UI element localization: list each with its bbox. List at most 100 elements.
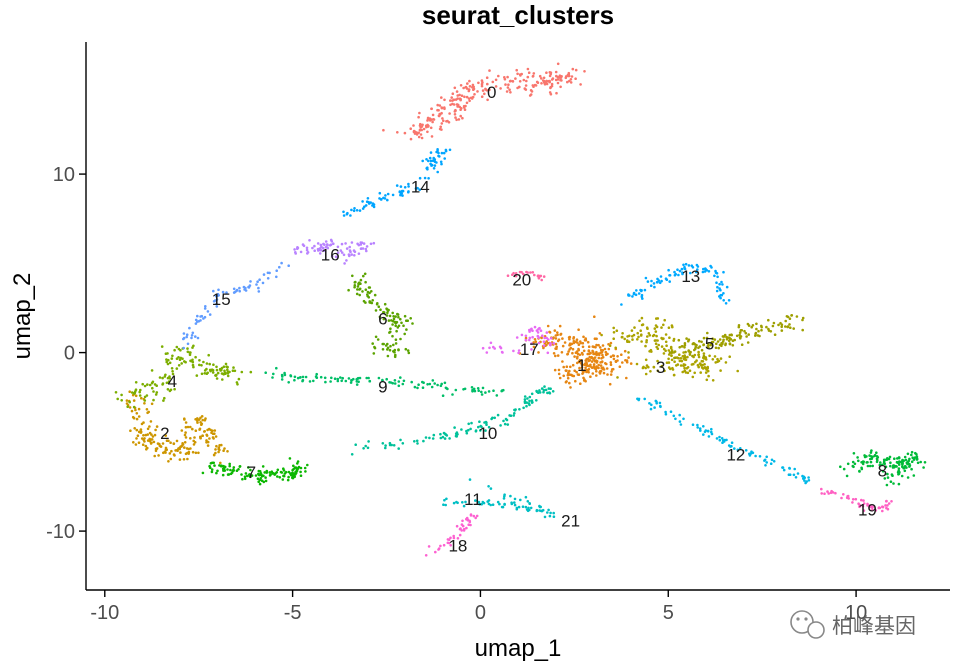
cell-point — [177, 364, 181, 367]
cell-point — [282, 467, 285, 471]
cell-point — [504, 83, 507, 86]
x-tick-label: 10 — [845, 602, 867, 624]
cell-point — [498, 345, 502, 349]
cell-point — [547, 508, 550, 512]
cell-point — [538, 275, 541, 279]
cell-point — [548, 331, 552, 334]
cell-point — [710, 340, 714, 344]
cell-point — [407, 351, 411, 355]
cell-point — [503, 77, 507, 81]
cell-point — [410, 380, 414, 384]
cell-point — [273, 473, 277, 476]
cell-point — [547, 387, 551, 390]
cell-point — [399, 438, 402, 442]
cell-point — [537, 341, 541, 345]
cell-point — [294, 466, 298, 470]
cell-point — [424, 436, 428, 439]
cell-point — [689, 271, 692, 275]
cell-point — [369, 242, 373, 246]
cell-point — [264, 371, 268, 375]
cell-point — [452, 536, 456, 540]
cell-point — [436, 170, 440, 174]
cell-point — [702, 336, 706, 340]
cell-point — [529, 271, 532, 274]
cell-point — [564, 75, 568, 78]
cell-point — [695, 270, 698, 274]
cell-point — [513, 408, 516, 412]
cell-point — [853, 462, 857, 466]
cell-point — [388, 331, 391, 334]
cell-point — [150, 381, 154, 385]
cell-point — [736, 369, 739, 373]
cell-point — [211, 371, 215, 374]
cell-point — [801, 328, 804, 332]
cell-point — [224, 371, 227, 375]
cell-point — [212, 300, 216, 303]
cell-point — [587, 345, 591, 349]
x-tick-label: -10 — [90, 602, 119, 624]
cluster-5-points — [668, 314, 805, 360]
cell-point — [548, 74, 552, 78]
cell-point — [906, 452, 910, 456]
cell-point — [679, 423, 683, 426]
cell-point — [645, 340, 648, 344]
cell-point — [189, 351, 192, 354]
cell-point — [491, 80, 495, 84]
cell-point — [503, 502, 506, 506]
cell-point — [193, 436, 196, 439]
cell-point — [697, 350, 700, 354]
cell-point — [908, 457, 911, 461]
cell-point — [306, 251, 310, 254]
cell-point — [444, 149, 448, 153]
cell-point — [374, 335, 378, 339]
cell-point — [556, 62, 560, 66]
cluster-label-14: 14 — [411, 178, 430, 197]
cell-point — [138, 394, 142, 397]
cell-point — [171, 372, 175, 376]
cell-point — [912, 458, 916, 461]
cell-point — [640, 316, 644, 320]
cell-point — [702, 267, 705, 271]
cell-point — [659, 275, 663, 278]
cell-point — [575, 351, 578, 355]
cell-point — [538, 389, 541, 392]
cell-point — [336, 379, 340, 383]
cell-point — [866, 504, 869, 507]
cell-point — [226, 468, 229, 471]
cell-point — [208, 437, 211, 440]
cell-point — [579, 361, 583, 365]
cell-point — [503, 493, 506, 497]
cell-point — [784, 325, 787, 328]
cell-point — [342, 253, 346, 257]
cell-point — [870, 457, 873, 461]
cell-point — [772, 460, 776, 463]
cell-point — [523, 398, 527, 401]
cell-point — [869, 460, 873, 464]
cell-point — [481, 386, 485, 390]
cell-point — [860, 498, 863, 502]
cell-point — [503, 422, 507, 426]
cell-point — [167, 460, 170, 463]
cell-point — [173, 387, 176, 391]
cell-point — [517, 349, 521, 352]
cell-point — [454, 109, 457, 113]
cell-point — [509, 414, 513, 418]
cell-point — [135, 437, 138, 440]
cell-point — [717, 346, 720, 350]
cell-point — [418, 188, 422, 191]
cell-point — [587, 359, 590, 363]
cell-point — [212, 437, 215, 440]
cell-point — [270, 470, 274, 474]
cluster-9-points — [264, 366, 505, 398]
cell-point — [183, 446, 186, 449]
cell-point — [350, 241, 354, 244]
cell-point — [418, 176, 422, 180]
cell-point — [443, 432, 447, 436]
cell-point — [530, 392, 534, 396]
cell-point — [465, 101, 469, 105]
cell-point — [462, 529, 466, 532]
cell-point — [881, 505, 885, 509]
cell-point — [447, 121, 451, 124]
cell-point — [161, 383, 164, 386]
cell-point — [454, 432, 458, 436]
